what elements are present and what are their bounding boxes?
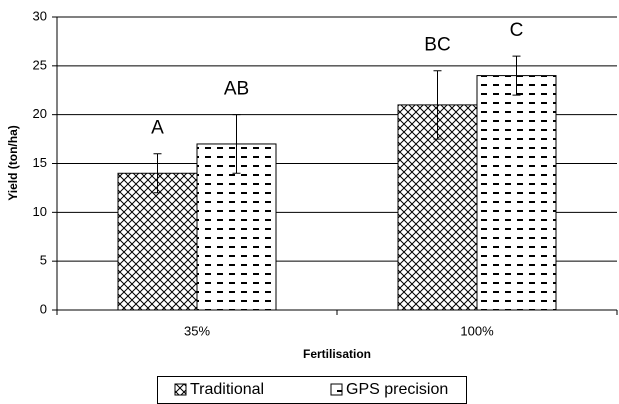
y-tick-label: 10: [33, 204, 47, 219]
error-bar: [512, 55, 521, 96]
y-tick-label: 0: [40, 301, 47, 316]
y-axis-title: Yield (ton/ha): [6, 125, 20, 201]
legend-box: [157, 376, 467, 404]
bar: [117, 172, 198, 311]
legend-label: GPS precision: [346, 381, 448, 398]
error-bar: [232, 114, 241, 174]
y-tick-label: 15: [33, 155, 47, 170]
x-tick-label: 100%: [460, 323, 494, 338]
bar: [476, 75, 557, 311]
error-bar: [153, 153, 162, 194]
x-axis-title: Fertilisation: [303, 347, 371, 361]
y-tick-label: 25: [33, 57, 47, 72]
annotation: AB: [224, 79, 249, 100]
y-tick-label: 30: [33, 8, 47, 23]
legend-label: Traditional: [190, 381, 264, 398]
y-tick-label: 20: [33, 106, 47, 121]
error-bar: [433, 70, 442, 140]
legend-swatch: [174, 383, 187, 396]
legend-swatch: [330, 383, 343, 396]
annotation: BC: [424, 35, 450, 56]
annotation: C: [510, 20, 524, 41]
y-tick-label: 5: [40, 253, 47, 268]
x-tick-label: 35%: [184, 323, 210, 338]
annotation: A: [151, 118, 164, 139]
